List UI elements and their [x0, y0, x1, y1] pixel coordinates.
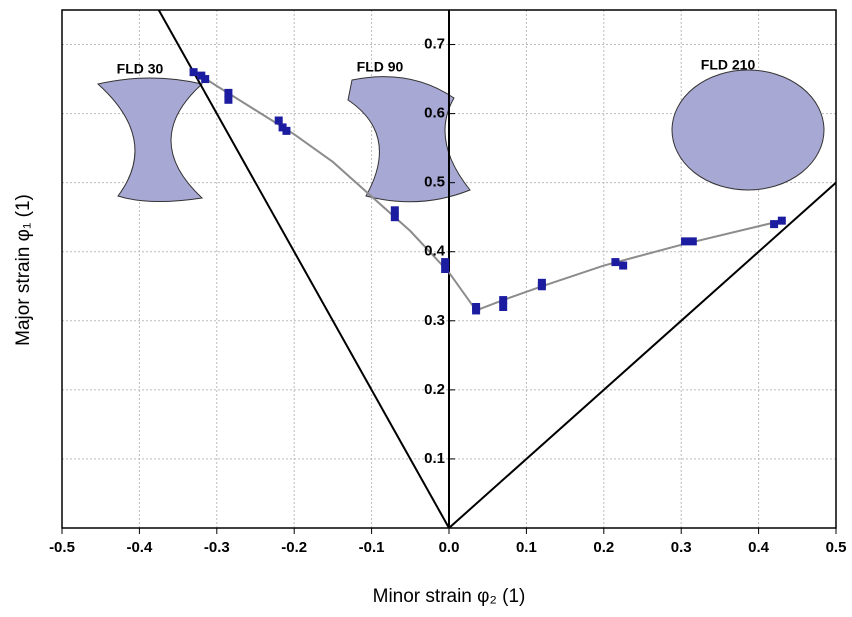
x-tick-label: 0.3 — [671, 539, 692, 556]
annotation: FLD 30 — [117, 61, 164, 77]
point — [189, 68, 198, 77]
point — [499, 302, 508, 311]
ticks: -0.5 -0.4 -0.3 -0.2 -0.1 0.0 0.1 0.2 0.3 0.4 0.5 0.… — [49, 36, 846, 556]
line — [448, 181, 837, 529]
point — [770, 220, 779, 229]
annotation: FLD 90 — [357, 59, 404, 75]
point — [282, 126, 291, 135]
x-tick-label: 0.4 — [748, 539, 770, 556]
specimen-fld90 — [347, 76, 471, 203]
x-tick-label: -0.5 — [49, 539, 75, 556]
point — [224, 95, 233, 104]
point — [441, 258, 450, 267]
point — [611, 258, 620, 267]
annotation: FLD 210 — [701, 57, 756, 73]
y-tick-label: 0.5 — [424, 174, 445, 191]
x-tick-label: 0.5 — [826, 539, 847, 556]
x-tick-label: 0.2 — [593, 539, 614, 556]
y-tick-label: 0.7 — [424, 36, 445, 53]
point — [201, 75, 210, 84]
y-axis-title: Major strain φ₁ (1) — [13, 194, 34, 346]
point — [499, 296, 508, 305]
y-tick-label: 0.1 — [424, 450, 445, 467]
point — [681, 237, 690, 246]
point — [390, 206, 399, 215]
y-tick-label: 0.6 — [424, 105, 445, 122]
x-tick-label: 0.1 — [516, 539, 537, 556]
y-tick-label: 0.2 — [424, 381, 445, 398]
x-tick-label: -0.1 — [359, 539, 385, 556]
point — [619, 261, 628, 270]
x-axis-title: Minor strain φ₂ (1) — [373, 586, 526, 607]
x-tick-label: -0.4 — [126, 539, 153, 556]
specimen-fld210 — [671, 69, 825, 191]
point — [472, 306, 481, 315]
point — [777, 216, 786, 225]
point — [390, 213, 399, 222]
marks — [157, 9, 837, 529]
x-tick-label: -0.2 — [281, 539, 307, 556]
point — [537, 282, 546, 291]
point — [224, 88, 233, 97]
line — [189, 67, 783, 312]
point — [274, 116, 283, 125]
y-tick-label: 0.3 — [424, 312, 445, 329]
y-tick-label: 0.4 — [424, 243, 446, 260]
point — [441, 265, 450, 273]
point — [688, 237, 697, 246]
x-tick-label: -0.3 — [204, 539, 230, 556]
specimen-fld30 — [96, 77, 204, 203]
line — [157, 9, 450, 529]
x-tick-label: 0.0 — [439, 539, 460, 556]
